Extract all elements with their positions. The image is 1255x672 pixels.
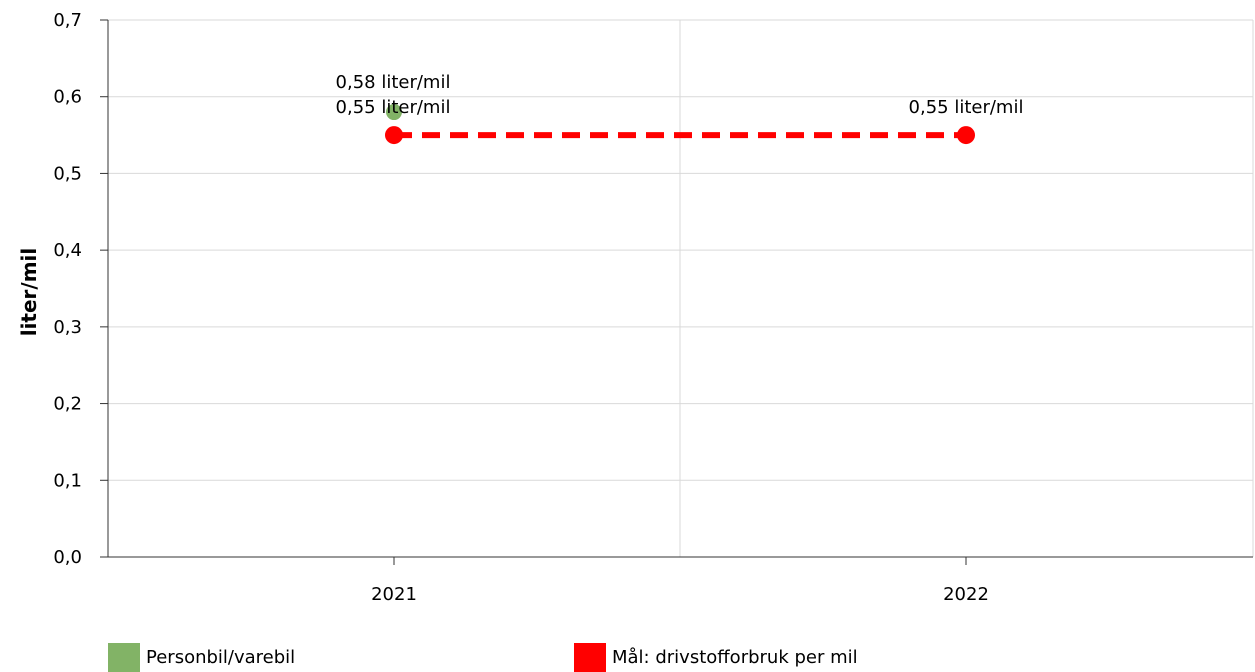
y-tick-label: 0,6 xyxy=(53,87,82,108)
y-tick-label: 0,5 xyxy=(53,163,82,184)
y-axis-label: liter/mil xyxy=(17,248,41,337)
y-tick-label: 0,2 xyxy=(53,394,82,415)
data-point-maal xyxy=(385,126,403,145)
legend-item-personbil: Personbil/varebil xyxy=(108,643,295,672)
legend-item-maal: Mål: drivstofforbruk per mil xyxy=(574,643,858,672)
legend-label-personbil: Personbil/varebil xyxy=(146,647,296,668)
legend-swatch-maal xyxy=(574,643,606,672)
y-tick-label: 0,3 xyxy=(53,317,82,338)
x-tick-label: 2021 xyxy=(371,584,417,605)
data-point-personbil xyxy=(386,104,402,121)
legend-swatch-personbil xyxy=(108,643,140,672)
y-tick-label: 0,1 xyxy=(53,470,82,491)
data-point-maal xyxy=(957,126,975,145)
legend-label-maal: Mål: drivstofforbruk per mil xyxy=(612,647,858,668)
y-tick-label: 0,7 xyxy=(53,10,82,31)
data-label-maal: 0,55 liter/mil xyxy=(336,97,451,118)
axes xyxy=(100,19,1253,565)
y-tick-labels: 0,0 0,1 0,2 0,3 0,4 0,5 0,6 0,7 xyxy=(53,10,82,568)
series-layer xyxy=(385,104,975,145)
grid xyxy=(108,19,1254,557)
data-label-maal: 0,55 liter/mil xyxy=(909,97,1024,118)
data-label-personbil: 0,58 liter/mil xyxy=(336,72,451,93)
x-tick-label: 2022 xyxy=(943,584,989,605)
data-labels: 0,58 liter/mil 0,55 liter/mil 0,55 liter/m… xyxy=(336,72,1024,118)
y-tick-label: 0,4 xyxy=(53,240,82,261)
y-tick-label: 0,0 xyxy=(53,547,82,568)
x-tick-labels: 2021 2022 xyxy=(371,584,989,605)
